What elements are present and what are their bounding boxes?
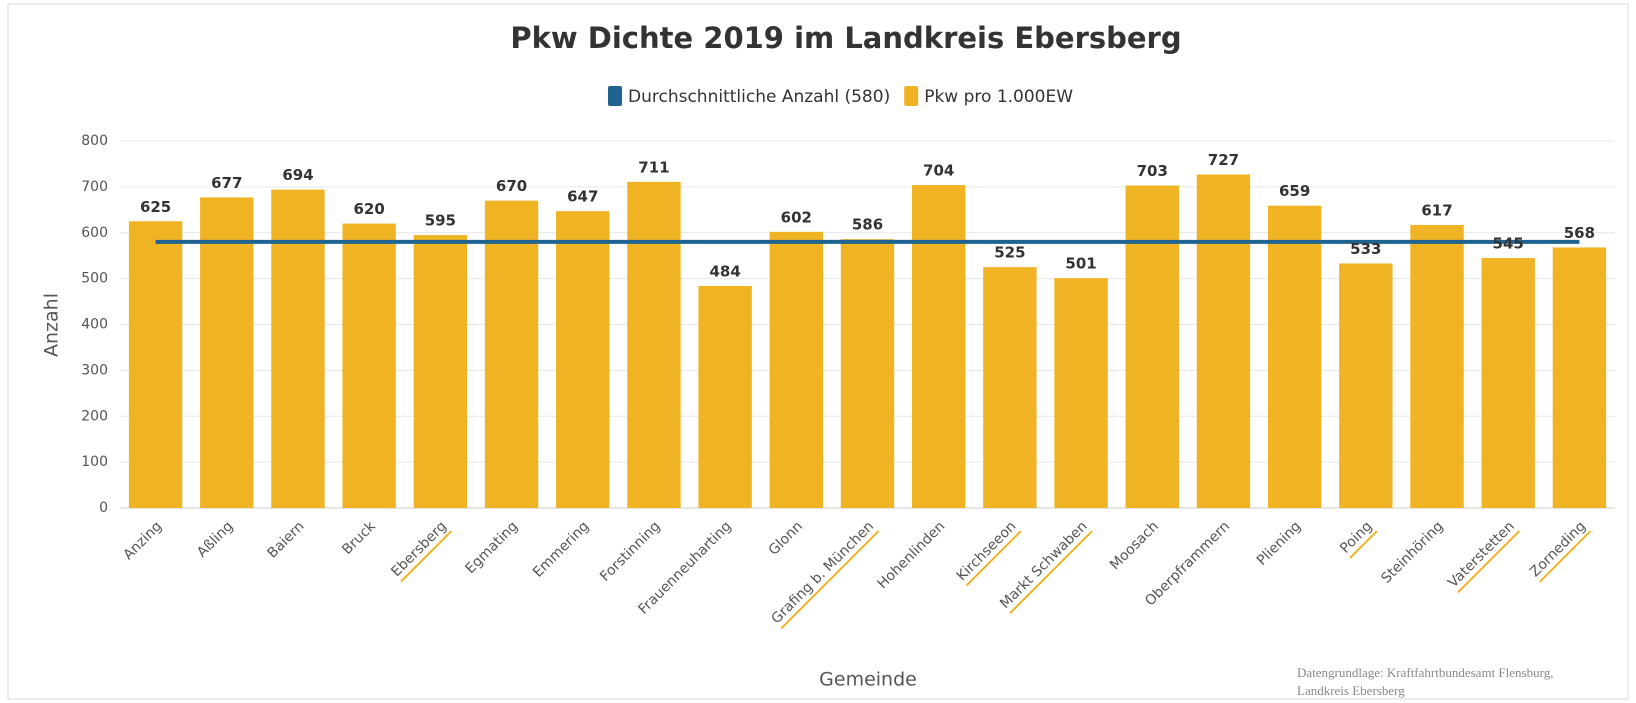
y-tick-label: 500 xyxy=(81,271,108,287)
data-label: 484 xyxy=(709,262,740,280)
bar xyxy=(1125,185,1179,508)
bar xyxy=(1054,278,1108,508)
bar xyxy=(1410,224,1464,509)
y-tick-label: 700 xyxy=(81,179,108,195)
bar xyxy=(911,185,966,509)
label-underline xyxy=(1009,530,1093,615)
source-note: Datengrundlage: Kraftfahrtbundesamt Flen… xyxy=(1297,665,1553,680)
data-label: 670 xyxy=(496,177,527,195)
y-tick-label: 800 xyxy=(81,133,108,149)
legend: Durchschnittliche Anzahl (580) Pkw pro 1.… xyxy=(608,86,1073,107)
bar xyxy=(556,211,610,508)
bar xyxy=(1481,257,1535,508)
bar xyxy=(128,221,183,508)
bar xyxy=(627,181,681,509)
label-underline xyxy=(780,530,880,630)
data-label: 625 xyxy=(140,198,171,216)
data-label: 727 xyxy=(1208,151,1239,169)
data-label: 703 xyxy=(1137,162,1168,180)
y-tick-label: 0 xyxy=(99,500,108,516)
label-underline xyxy=(1457,530,1520,594)
bar xyxy=(1267,205,1322,508)
label-underline xyxy=(1539,530,1592,583)
data-label: 501 xyxy=(1065,255,1096,273)
data-label: 694 xyxy=(282,166,313,184)
bar xyxy=(413,235,468,508)
y-tick-label: 300 xyxy=(81,362,108,378)
y-tick-label: 200 xyxy=(81,408,108,424)
x-axis-label: Gemeinde xyxy=(819,669,917,691)
bar xyxy=(1339,263,1393,508)
label-underline xyxy=(400,530,453,583)
bar xyxy=(342,223,396,508)
bar xyxy=(200,197,254,508)
data-label: 602 xyxy=(781,208,812,226)
data-label: 586 xyxy=(852,216,883,234)
data-label: 533 xyxy=(1350,240,1381,258)
y-tick-label: 600 xyxy=(81,225,108,241)
legend-label: Pkw pro 1.000EW xyxy=(924,87,1073,107)
bar xyxy=(271,189,325,508)
data-label: 568 xyxy=(1564,224,1595,242)
legend-label: Durchschnittliche Anzahl (580) xyxy=(628,87,890,107)
y-axis-label: Anzahl xyxy=(41,293,63,357)
bar xyxy=(698,285,752,508)
bar xyxy=(484,200,539,508)
data-label: 525 xyxy=(994,244,1025,262)
data-label: 595 xyxy=(425,212,456,230)
bar xyxy=(1552,247,1607,508)
legend-swatch xyxy=(608,86,622,106)
y-tick-label: 400 xyxy=(81,317,108,333)
label-underline xyxy=(965,530,1022,587)
chart-title: Pkw Dichte 2019 im Landkreis Ebersberg xyxy=(510,21,1181,55)
data-label: 659 xyxy=(1279,182,1310,200)
y-tick-label: 100 xyxy=(81,454,108,470)
bar xyxy=(769,231,824,508)
data-label: 704 xyxy=(923,162,954,180)
source-note: Landkreis Ebersberg xyxy=(1297,683,1405,698)
label-underline xyxy=(1349,530,1378,559)
data-label: 711 xyxy=(638,158,669,176)
bar xyxy=(983,267,1037,508)
data-label: 617 xyxy=(1421,201,1452,219)
bar xyxy=(1196,174,1251,508)
data-label: 545 xyxy=(1493,234,1524,252)
data-label: 647 xyxy=(567,188,598,206)
data-label: 620 xyxy=(354,200,385,218)
bar xyxy=(840,239,895,509)
data-label: 677 xyxy=(211,174,242,192)
legend-swatch xyxy=(904,86,919,106)
